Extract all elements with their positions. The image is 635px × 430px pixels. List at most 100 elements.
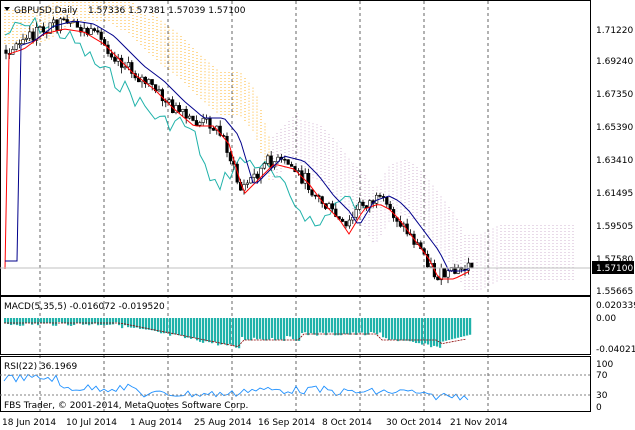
macd-bar — [352, 318, 355, 333]
candle-body — [466, 262, 471, 271]
price-tick: 1.71220 — [596, 26, 633, 36]
candle-body — [385, 196, 389, 205]
current-price-text: 1.57100 — [596, 264, 633, 274]
macd-bar — [166, 318, 169, 333]
price-tick: 1.55665 — [596, 287, 633, 297]
macd-bar — [226, 318, 229, 346]
macd-bar — [136, 318, 139, 328]
candle-body — [24, 37, 29, 40]
candle-body — [211, 127, 216, 131]
ichimoku-cloud — [4, 2, 574, 290]
candle-body — [28, 31, 32, 39]
candle-body — [446, 270, 450, 278]
macd-bar — [409, 318, 412, 342]
macd-bar — [361, 318, 364, 333]
macd-bar — [259, 318, 262, 339]
candle-body — [99, 31, 103, 40]
macd-bar — [223, 318, 226, 344]
tenkan-path — [4, 28, 470, 280]
macd-bar — [7, 318, 10, 325]
macd-bar — [118, 318, 121, 326]
macd-bar — [67, 318, 70, 326]
main-price-panel[interactable] — [0, 0, 591, 296]
candle-body — [388, 203, 392, 210]
macd-labels: MACD(5,35,5) -0.016072 -0.019520 0.02033… — [4, 301, 635, 355]
candle-body — [255, 173, 260, 179]
candle-body — [113, 56, 117, 62]
macd-bar — [115, 318, 118, 323]
macd-bar — [364, 318, 367, 336]
macd-bar — [454, 318, 457, 339]
candle-body — [442, 267, 447, 278]
candle-body — [147, 79, 151, 85]
macd-bar — [418, 318, 421, 344]
macd-bar — [280, 318, 283, 340]
candle-body — [79, 27, 83, 33]
candle-body — [378, 194, 382, 197]
time-tick: 30 Oct 2014 — [386, 418, 442, 428]
macd-panel[interactable] — [0, 296, 591, 355]
macd-bar — [403, 318, 406, 341]
rsi-tick: 70 — [596, 371, 608, 381]
candle-body — [123, 66, 127, 69]
macd-bar — [28, 318, 31, 323]
macd-bar — [301, 318, 304, 334]
macd-bar — [151, 318, 154, 331]
candle-body — [65, 19, 69, 24]
macd-bar — [178, 318, 181, 336]
rsi-panel[interactable] — [0, 356, 591, 412]
macd-bar — [388, 318, 391, 341]
macd-bar — [64, 318, 67, 324]
macd-bar — [295, 318, 298, 341]
macd-bar — [163, 318, 166, 334]
price-axis[interactable]: 1.71220 1.69240 1.67350 1.65390 1.63410 … — [592, 26, 634, 297]
candle-body — [313, 194, 318, 197]
candle-body — [96, 30, 100, 33]
candle-body — [330, 203, 335, 210]
macd-bar — [238, 318, 241, 349]
candle-body — [310, 189, 314, 196]
candle-body — [150, 79, 154, 85]
price-tick: 1.69240 — [596, 57, 633, 67]
macd-bar — [187, 318, 190, 338]
macd-bar — [457, 318, 460, 338]
candle-body — [21, 39, 25, 44]
time-tick: 10 Jul 2014 — [66, 418, 117, 428]
macd-bar — [358, 318, 361, 333]
candle-body — [245, 182, 250, 185]
macd-tick: 0.00 — [596, 314, 616, 324]
candle-body — [235, 163, 239, 183]
candle-body — [470, 262, 474, 269]
macd-bar — [355, 318, 358, 335]
price-tick: 1.61495 — [596, 189, 633, 199]
dropdown-triangle-icon[interactable] — [4, 7, 10, 11]
macd-bar — [22, 318, 25, 326]
macd-bar — [91, 318, 94, 325]
candle-body — [357, 201, 362, 210]
chikou-path — [4, 16, 366, 227]
macd-tick: 0.020339 — [596, 301, 635, 311]
macd-bar — [145, 318, 148, 330]
candle-body — [283, 158, 287, 161]
macd-bar — [19, 318, 22, 326]
candlesticks[interactable] — [4, 14, 474, 285]
macd-bar — [376, 318, 379, 335]
macd-bar — [349, 318, 352, 335]
rsi-tick: 0 — [596, 403, 602, 413]
candle-body — [228, 152, 233, 162]
macd-bar — [94, 318, 97, 324]
macd-bar — [451, 318, 454, 340]
macd-bar — [196, 318, 199, 341]
candle-body — [456, 267, 460, 274]
macd-bar — [337, 318, 340, 336]
macd-bar — [79, 318, 82, 324]
macd-bar — [244, 318, 247, 340]
time-tick: 21 Nov 2014 — [450, 418, 508, 428]
time-axis[interactable]: 18 Jun 2014 10 Jul 2014 1 Aug 2014 25 Au… — [2, 418, 508, 428]
price-tick: 1.65390 — [596, 123, 633, 133]
macd-bar — [169, 318, 172, 336]
macd-bar — [391, 318, 394, 340]
candle-body — [262, 163, 267, 169]
